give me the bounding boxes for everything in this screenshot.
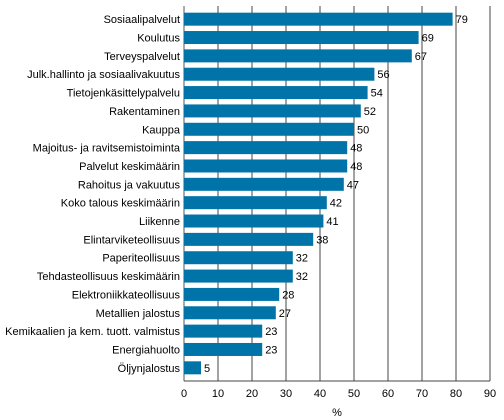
value-label: 5 — [204, 363, 210, 375]
value-label: 38 — [316, 234, 328, 246]
value-label: 54 — [371, 88, 383, 100]
bar — [184, 251, 293, 265]
x-tick-label: 30 — [280, 388, 292, 400]
value-label: 28 — [282, 289, 294, 301]
category-label: Tietojenkäsittelypalvelu — [67, 88, 180, 100]
bar — [184, 324, 263, 338]
value-label: 41 — [326, 216, 338, 228]
bar — [184, 306, 276, 320]
bar — [184, 31, 419, 45]
category-label: Kemikaalien ja kem. tuott. valmistus — [5, 326, 180, 338]
value-label: 23 — [265, 344, 277, 356]
value-label: 42 — [330, 198, 342, 210]
category-label: Sosiaalipalvelut — [104, 14, 180, 26]
category-label: Rakentaminen — [109, 106, 180, 118]
value-label: 32 — [296, 271, 308, 283]
bar — [184, 122, 354, 136]
category-label: Majoitus- ja ravitsemistoiminta — [33, 143, 181, 155]
bar — [184, 232, 314, 246]
x-tick-labels: 0 10 20 30 40 50 60 70 80 90 — [181, 388, 496, 400]
value-label: 50 — [357, 124, 369, 136]
x-tick-label: 10 — [212, 388, 224, 400]
category-label: Elintarviketeollisuus — [83, 234, 180, 246]
value-label: 48 — [350, 161, 362, 173]
x-tick-label: 20 — [246, 388, 258, 400]
bar — [184, 361, 201, 375]
value-label: 56 — [377, 69, 389, 81]
x-tick-label: 90 — [484, 388, 496, 400]
bars — [184, 12, 453, 375]
category-label: Liikenne — [139, 216, 180, 228]
bar — [184, 342, 263, 356]
value-label: 69 — [422, 33, 434, 45]
value-label: 23 — [265, 326, 277, 338]
category-label: Tehdasteollisuus keskimäärin — [37, 271, 180, 283]
bar — [184, 287, 280, 301]
value-label: 48 — [350, 143, 362, 155]
category-label: Koulutus — [137, 33, 180, 45]
category-label: Elektroniikkateollisuus — [72, 289, 181, 301]
bar — [184, 12, 453, 26]
x-tick-label: 60 — [382, 388, 394, 400]
category-label: Palvelut keskimäärin — [79, 161, 180, 173]
category-labels: Sosiaalipalvelut Koulutus Terveyspalvelut J… — [5, 14, 181, 375]
category-label: Öljynjalostus — [118, 363, 181, 375]
bar — [184, 177, 344, 191]
category-label: Energiahuolto — [112, 344, 180, 356]
x-tick-label: 80 — [450, 388, 462, 400]
bar — [184, 269, 293, 283]
bar — [184, 86, 368, 100]
x-tick-label: 70 — [416, 388, 428, 400]
category-label: Paperiteollisuus — [102, 253, 180, 265]
value-label: 27 — [279, 308, 291, 320]
x-tick-label: 0 — [181, 388, 187, 400]
value-label: 67 — [415, 51, 427, 63]
value-label: 52 — [364, 106, 376, 118]
category-label: Terveyspalvelut — [104, 51, 180, 63]
value-label: 79 — [456, 14, 468, 26]
bar — [184, 49, 412, 63]
x-tick-label: 50 — [348, 388, 360, 400]
bar — [184, 196, 327, 210]
bar — [184, 104, 361, 118]
category-label: Rahoitus ja vakuutus — [78, 179, 181, 191]
bar — [184, 159, 348, 173]
category-label: Kauppa — [142, 124, 181, 136]
x-tick-label: 40 — [314, 388, 326, 400]
value-label: 47 — [347, 179, 359, 191]
bar — [184, 67, 375, 81]
x-axis-title: % — [332, 407, 342, 419]
category-label: Metallien jalostus — [96, 308, 181, 320]
bar — [184, 141, 348, 155]
category-label: Koko talous keskimäärin — [61, 198, 180, 210]
value-label: 32 — [296, 253, 308, 265]
category-label: Julk.hallinto ja sosiaalivakuutus — [27, 69, 180, 81]
bar — [184, 214, 324, 228]
